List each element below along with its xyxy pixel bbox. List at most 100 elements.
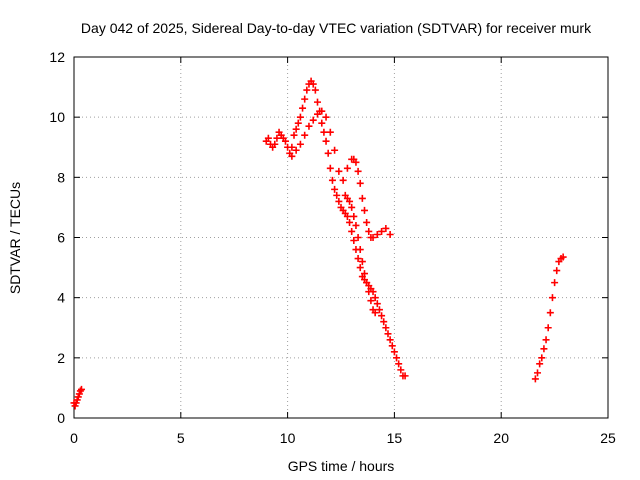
y-tick-label: 4 [57, 290, 65, 306]
data-point [393, 354, 401, 362]
data-point [288, 152, 296, 160]
data-point [354, 234, 362, 241]
y-tick-label: 6 [57, 230, 65, 246]
data-point [401, 372, 409, 380]
y-axis-title: SDTVAR / TECUs [7, 182, 23, 294]
data-point [352, 158, 360, 166]
data-point [373, 300, 381, 308]
y-tick-label: 2 [57, 350, 65, 366]
data-point [538, 354, 546, 362]
data-point [356, 179, 364, 187]
data-point [339, 176, 347, 184]
data-point [294, 119, 302, 127]
data-point [356, 264, 364, 272]
data-point [382, 224, 390, 232]
x-tick-label: 25 [600, 430, 616, 446]
data-point [76, 387, 84, 395]
series-segment-5 [531, 253, 567, 383]
x-axis-title: GPS time / hours [288, 458, 395, 474]
data-point [326, 164, 334, 172]
x-axis: 0 5 10 15 20 25 [70, 57, 616, 446]
x-tick-label: 10 [280, 430, 296, 446]
data-point [314, 110, 322, 118]
data-point [363, 218, 371, 226]
series-segment-4 [341, 191, 379, 317]
data-point [384, 330, 392, 338]
data-point [301, 95, 309, 103]
data-point [378, 227, 386, 235]
data-point [335, 167, 343, 175]
data-point [395, 360, 403, 368]
y-axis: 0 2 4 6 8 10 12 [49, 49, 608, 426]
data-point [299, 104, 307, 112]
data-point [333, 191, 341, 199]
series-segment-1 [70, 385, 85, 410]
data-point [382, 324, 390, 332]
data-point [322, 137, 330, 145]
data-point [318, 119, 326, 127]
data-point [331, 146, 339, 154]
data-point [331, 185, 339, 193]
data-point [348, 203, 356, 211]
data-point [358, 258, 366, 266]
data-point [354, 255, 362, 263]
data-point [559, 253, 567, 261]
data-point [356, 246, 364, 254]
data-point [551, 279, 559, 287]
data-point [271, 140, 279, 148]
data-point [354, 167, 362, 175]
data-point [292, 146, 300, 154]
data-point [348, 227, 356, 235]
data-point [335, 197, 343, 205]
data-point [390, 348, 398, 356]
y-tick-label: 8 [57, 169, 65, 185]
data-point [548, 294, 556, 302]
data-point [346, 197, 354, 205]
data-point [365, 288, 373, 296]
data-point [305, 122, 313, 130]
data-point [352, 221, 360, 229]
data-point [536, 360, 544, 368]
data-point [303, 86, 311, 94]
data-point [388, 342, 396, 350]
y-tick-label: 0 [57, 410, 65, 426]
x-tick-label: 15 [387, 430, 403, 446]
data-point [311, 86, 319, 94]
data-points [70, 77, 567, 410]
data-point [534, 369, 542, 377]
series-segment-3 [288, 107, 394, 241]
data-point [328, 176, 336, 184]
data-point [350, 237, 358, 245]
data-point [531, 375, 539, 383]
data-point [290, 131, 298, 139]
grid [74, 57, 608, 418]
data-point [375, 306, 383, 314]
data-point [292, 125, 300, 133]
chart-title: Day 042 of 2025, Sidereal Day-to-day VTE… [81, 20, 592, 36]
data-point [397, 366, 405, 374]
data-point [553, 267, 561, 275]
data-point [386, 230, 394, 238]
y-tick-label: 12 [49, 49, 65, 65]
data-point [369, 234, 377, 241]
data-point [360, 206, 368, 214]
data-point [301, 131, 309, 139]
data-point [288, 143, 296, 151]
data-point [281, 137, 289, 145]
data-point [296, 140, 304, 148]
data-point [77, 385, 85, 393]
data-point [371, 294, 379, 302]
data-point [378, 312, 386, 320]
data-point [324, 149, 332, 157]
data-point [358, 194, 366, 202]
data-point [296, 113, 304, 121]
data-point [350, 212, 358, 220]
data-point [320, 128, 328, 136]
data-point [373, 230, 381, 238]
data-point [386, 336, 394, 344]
data-point [360, 270, 368, 278]
data-point [544, 324, 552, 332]
x-tick-label: 5 [177, 430, 185, 446]
data-point [540, 345, 548, 353]
